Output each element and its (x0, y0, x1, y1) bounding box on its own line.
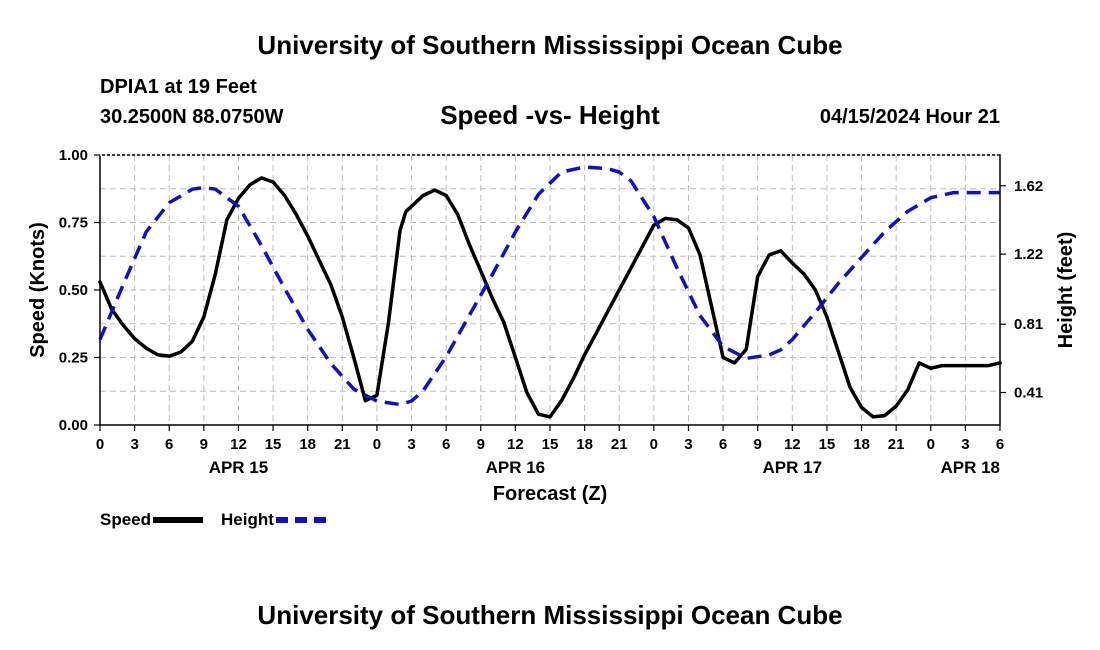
x-tick-label: 12 (507, 436, 524, 453)
axes: 0 3 6 9 12 15 18 21 0 3 6 9 12 15 18 21 0 3 6 9 12 15 18 21 0 3 6 A… (27, 147, 1077, 505)
legend-label-height: Height (221, 510, 274, 529)
x-axis-title: Forecast (Z) (493, 483, 607, 505)
y-tick-label: 0.00 (59, 417, 88, 434)
station-coordinates: 30.2500N 88.0750W (100, 106, 284, 128)
x-tick-label: 21 (334, 436, 351, 453)
station-label: DPIA1 at 19 Feet (100, 76, 257, 98)
y-tick-label: 0.25 (59, 350, 88, 367)
x-tick-label: 12 (230, 436, 247, 453)
x-tick-label: 15 (819, 436, 836, 453)
x-tick-label: 18 (853, 436, 870, 453)
y2-tick-label: 0.41 (1014, 385, 1043, 402)
y2-tick-label: 0.81 (1014, 316, 1043, 333)
x-tick-label: 15 (265, 436, 282, 453)
legend-label-speed: Speed (100, 510, 152, 529)
legend-swatch-height (275, 517, 326, 523)
x-day-label: APR 15 (209, 458, 269, 477)
series-line-speed (98, 176, 1002, 419)
footer-title: University of Southern Mississippi Ocean… (257, 600, 843, 630)
x-tick-label: 9 (754, 436, 762, 453)
x-day-label: APR 17 (763, 458, 823, 477)
series (98, 165, 1002, 419)
y-tick-label: 0.50 (59, 282, 88, 299)
y2-tick-label: 1.22 (1014, 246, 1043, 263)
legend: Speed Height (100, 510, 344, 530)
chart-subtitle: Speed -vs- Height (440, 100, 660, 130)
x-tick-label: 0 (650, 436, 658, 453)
x-tick-label: 0 (927, 436, 935, 453)
x-tick-label: 3 (961, 436, 969, 453)
y-axis-title: Speed (Knots) (27, 222, 49, 358)
x-tick-label: 3 (130, 436, 138, 453)
legend-item-height: Height (221, 510, 326, 530)
x-day-label: APR 18 (940, 458, 1000, 477)
series-line-height (98, 165, 1000, 407)
x-day-label: APR 16 (486, 458, 546, 477)
legend-swatch-speed (153, 517, 204, 523)
x-tick-label: 0 (96, 436, 104, 453)
x-tick-label: 12 (784, 436, 801, 453)
x-tick-label: 6 (442, 436, 450, 453)
x-tick-label: 3 (407, 436, 415, 453)
x-tick-label: 21 (611, 436, 628, 453)
x-tick-label: 21 (888, 436, 905, 453)
y-tick-label: 0.75 (59, 215, 88, 232)
x-tick-label: 9 (200, 436, 208, 453)
y2-axis-title: Height (feet) (1055, 232, 1077, 349)
forecast-datetime: 04/15/2024 Hour 21 (819, 106, 1000, 128)
x-tick-label: 0 (373, 436, 381, 453)
page-title: University of Southern Mississippi Ocean… (257, 30, 843, 60)
x-tick-label: 3 (684, 436, 692, 453)
y2-tick-label: 1.62 (1014, 178, 1043, 195)
x-tick-label: 6 (719, 436, 727, 453)
x-tick-label: 9 (477, 436, 485, 453)
grid (100, 155, 1000, 425)
y-tick-label: 1.00 (59, 147, 88, 164)
legend-item-speed: Speed (100, 510, 204, 530)
x-tick-label: 6 (165, 436, 173, 453)
x-tick-label: 18 (299, 436, 316, 453)
x-tick-label: 6 (996, 436, 1004, 453)
x-tick-label: 15 (542, 436, 559, 453)
x-tick-label: 18 (576, 436, 593, 453)
